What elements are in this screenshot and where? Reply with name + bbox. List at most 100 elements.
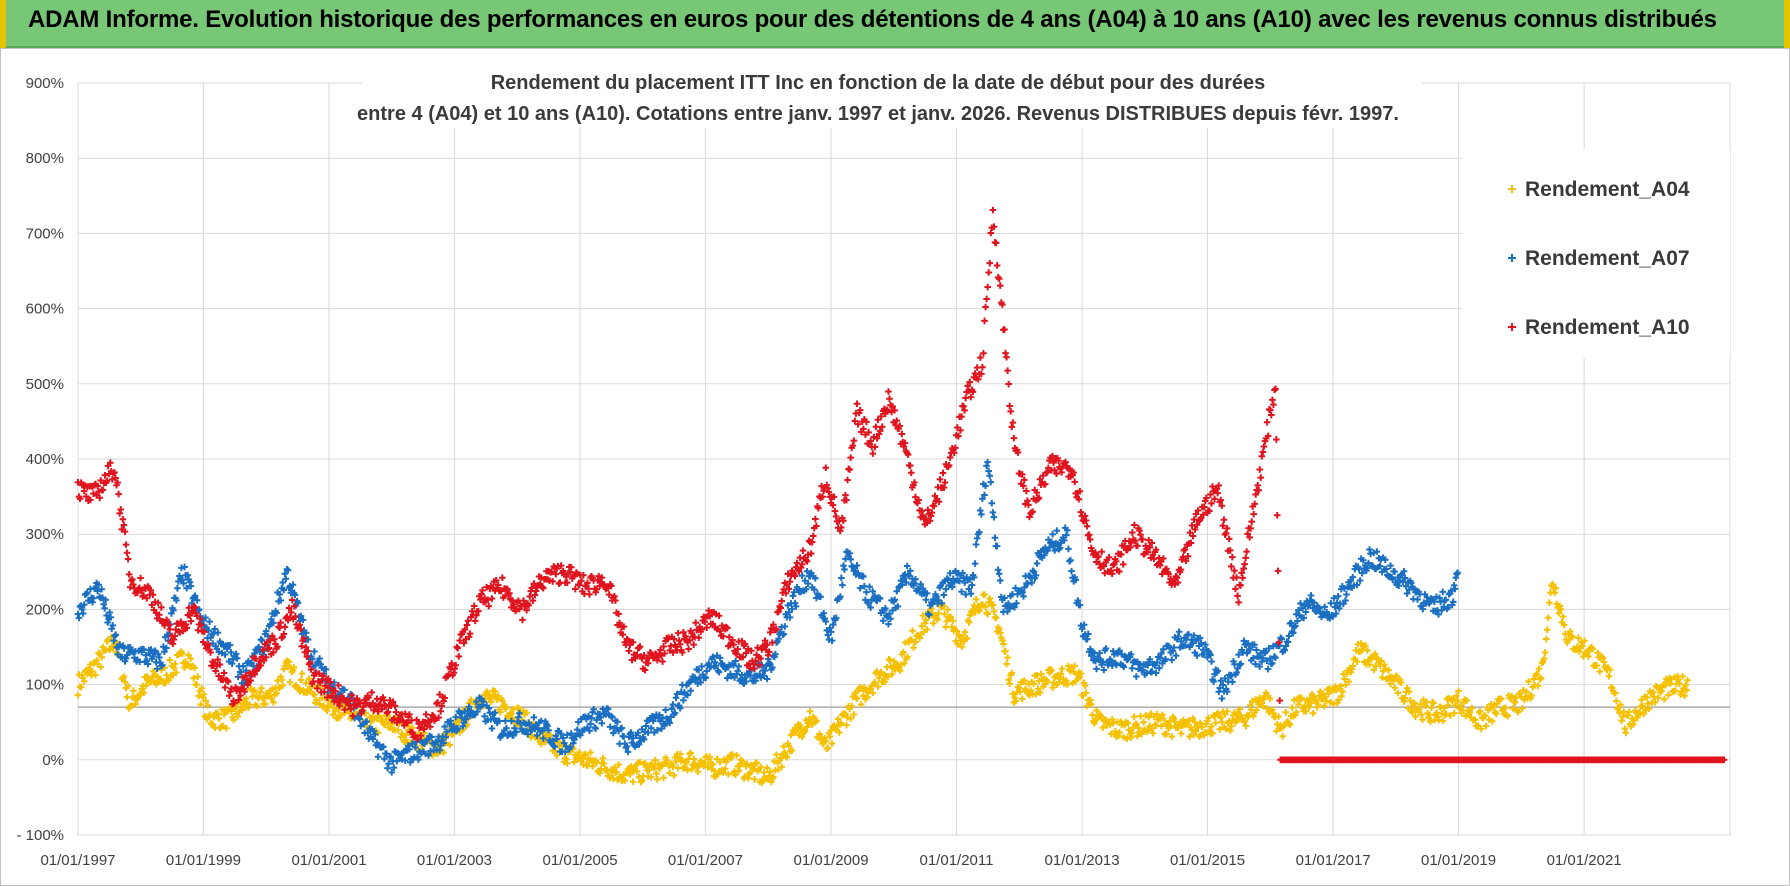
point-marker (1364, 564, 1371, 572)
point-marker (857, 701, 865, 708)
point-marker (1678, 688, 1685, 696)
point-marker (863, 588, 870, 596)
point-marker (425, 752, 432, 759)
point-marker (1306, 695, 1314, 702)
point-marker (990, 513, 998, 521)
point-marker (1387, 562, 1394, 569)
point-marker (1423, 698, 1430, 706)
point-marker (1286, 721, 1294, 728)
point-marker (1589, 645, 1596, 653)
point-marker (588, 714, 595, 722)
point-marker (753, 759, 760, 766)
y-tick-label: 200% (26, 601, 64, 618)
point-marker (1330, 700, 1337, 708)
point-marker (1062, 531, 1070, 539)
point-marker (1426, 711, 1433, 719)
point-marker (900, 575, 908, 582)
point-marker (165, 621, 172, 629)
point-marker (132, 700, 139, 708)
point-marker (1175, 628, 1183, 636)
point-marker (170, 636, 178, 643)
point-marker (798, 572, 806, 579)
point-marker (130, 581, 137, 588)
point-marker (1636, 708, 1643, 716)
point-marker (341, 686, 348, 694)
point-marker (1019, 589, 1026, 596)
point-marker (385, 760, 392, 768)
point-marker (1280, 722, 1287, 730)
point-marker (405, 745, 413, 753)
point-marker (1056, 544, 1064, 552)
point-marker (112, 631, 120, 639)
point-marker (1053, 527, 1061, 534)
point-marker (903, 562, 911, 570)
point-marker (676, 704, 684, 712)
point-marker (159, 661, 166, 669)
point-marker (94, 587, 101, 595)
point-marker (577, 731, 584, 739)
point-marker (231, 705, 238, 713)
point-marker (137, 574, 144, 582)
point-marker (551, 743, 559, 751)
point-marker (1651, 699, 1659, 706)
point-marker (495, 717, 503, 725)
point-marker (647, 724, 655, 732)
point-marker (381, 755, 388, 763)
point-marker (597, 714, 605, 721)
point-marker (1268, 659, 1276, 667)
point-marker (75, 614, 83, 622)
point-marker (147, 587, 155, 594)
point-marker (1525, 678, 1532, 685)
point-marker (1100, 666, 1108, 674)
point-marker (174, 585, 181, 592)
point-marker (1541, 649, 1549, 656)
point-marker (624, 748, 632, 756)
point-marker (1535, 665, 1543, 672)
point-marker (149, 591, 157, 599)
point-marker (1543, 626, 1551, 634)
point-marker (994, 566, 1002, 574)
point-marker (1064, 526, 1071, 534)
point-marker (971, 560, 979, 567)
point-marker (859, 573, 867, 580)
point-marker (154, 650, 162, 658)
point-marker (701, 759, 709, 766)
point-marker (279, 682, 287, 689)
scatter-chart: - 100%0%100%200%300%400%500%600%700%800%… (16, 66, 1731, 869)
point-marker (958, 643, 966, 651)
banner-title: ADAM Informe. Evolution historique des p… (28, 6, 1717, 33)
point-marker (184, 571, 192, 579)
point-marker (95, 581, 102, 589)
point-marker (282, 575, 290, 583)
point-marker (1169, 647, 1177, 655)
point-marker (1412, 713, 1419, 720)
point-marker (488, 595, 496, 602)
point-marker (76, 495, 84, 503)
point-marker (783, 753, 791, 761)
point-marker (270, 619, 277, 627)
point-marker (1228, 723, 1235, 730)
point-marker (709, 760, 717, 768)
point-marker (1488, 717, 1496, 725)
point-marker (1115, 732, 1122, 739)
point-marker (1471, 716, 1479, 723)
point-marker (847, 715, 854, 722)
point-marker (824, 744, 832, 752)
point-marker (322, 666, 330, 673)
point-marker (803, 723, 811, 731)
point-marker (756, 671, 764, 678)
y-tick-label: 300% (26, 526, 64, 543)
point-marker (1219, 681, 1227, 689)
point-marker (77, 684, 85, 691)
point-marker (242, 695, 250, 702)
point-marker (278, 676, 286, 684)
point-marker (1391, 684, 1399, 692)
point-marker (1569, 633, 1576, 641)
point-marker (1266, 695, 1274, 702)
point-marker (1449, 598, 1457, 606)
point-marker (383, 750, 390, 757)
point-marker (503, 703, 510, 711)
point-marker (112, 474, 119, 482)
point-marker (1084, 630, 1092, 638)
point-marker (1011, 694, 1019, 702)
